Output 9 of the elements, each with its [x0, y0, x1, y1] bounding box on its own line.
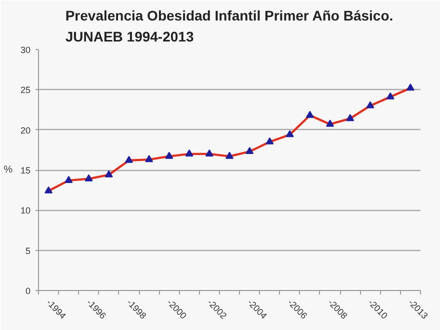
y-tick-label: 10: [20, 206, 31, 216]
y-tick-label: 30: [20, 45, 31, 55]
y-tick-label: 5: [25, 246, 31, 256]
y-tick-label: 15: [20, 166, 31, 176]
y-axis-title: %: [4, 164, 13, 176]
chart-title: Prevalencia Obesidad Infantil Primer Año Básico. JUNAEB 1994-2013: [65, 8, 394, 44]
y-tick-label: 20: [20, 125, 31, 136]
y-tick-label: 0: [25, 286, 31, 296]
y-tick-label: 25: [20, 85, 31, 96]
